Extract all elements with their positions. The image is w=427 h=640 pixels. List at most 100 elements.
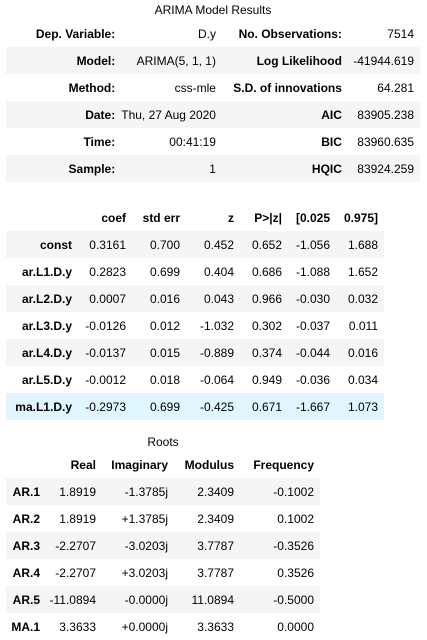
row-label: const — [39, 237, 72, 252]
table-cell: -0.3526 — [273, 538, 314, 553]
summary-label: S.D. of innovations — [233, 80, 342, 95]
table-cell: -0.0126 — [85, 318, 126, 333]
table-row: ar.L2.D.y 0.0007 0.016 0.043 0.966 -0.03… — [6, 285, 384, 312]
table-cell: 1.8919 — [59, 484, 96, 499]
table-cell: 1.073 — [347, 399, 378, 414]
summary-row: Sample: 1 HQIC 83924.259 — [6, 155, 420, 182]
summary-row: Method: css-mle S.D. of innovations 64.2… — [6, 74, 420, 101]
summary-value: 7514 — [387, 26, 414, 41]
table-cell: 0.686 — [251, 264, 282, 279]
table-cell: 2.3409 — [197, 511, 234, 526]
table-row-highlighted: ma.L1.D.y -0.2973 0.699 -0.425 0.671 -1.… — [6, 393, 384, 420]
summary-label: Sample: — [68, 161, 116, 176]
table-cell: 0.949 — [251, 372, 282, 387]
table-cell: 0.016 — [149, 291, 180, 306]
table-cell: 1.652 — [347, 264, 378, 279]
summary-label: Date: — [85, 107, 116, 122]
table-cell: -1.667 — [295, 399, 330, 414]
roots-table: Real Imaginary Modulus Frequency AR.1 1.… — [6, 452, 320, 640]
summary-value: Thu, 27 Aug 2020 — [121, 107, 216, 122]
summary-label: BIC — [321, 134, 342, 149]
table-row: MA.1 3.3633 +0.0000j 3.3633 0.0000 — [6, 613, 320, 640]
row-label: AR.3 — [12, 538, 40, 553]
table-cell: 0.011 — [348, 318, 378, 333]
table-cell: 0.671 — [251, 399, 282, 414]
table-cell: -2.2707 — [55, 565, 96, 580]
table-cell: 0.016 — [347, 345, 378, 360]
table-row: ar.L1.D.y 0.2823 0.699 0.404 0.686 -1.08… — [6, 258, 384, 285]
summary-label: Time: — [83, 134, 116, 149]
row-label: MA.1 — [11, 619, 40, 634]
summary-caption: ARIMA Model Results — [154, 3, 272, 17]
column-header-ci-high: 0.975] — [343, 211, 378, 225]
table-cell: -0.030 — [295, 291, 330, 306]
table-cell: 0.015 — [149, 345, 180, 360]
table-cell: 0.404 — [203, 264, 234, 279]
table-cell: 0.699 — [149, 399, 180, 414]
summary-value: 00:41:19 — [169, 134, 216, 149]
roots-caption: Roots — [147, 435, 179, 449]
summary-label: Dep. Variable: — [35, 26, 116, 41]
column-header-ci-low: [0.025 — [295, 211, 330, 225]
table-cell: -1.056 — [295, 237, 330, 252]
summary-label: No. Observations: — [238, 26, 342, 41]
table-cell: 0.302 — [251, 318, 282, 333]
table-cell: -0.064 — [199, 372, 234, 387]
table-cell: 2.3409 — [197, 484, 234, 499]
summary-value: 64.281 — [377, 80, 414, 95]
table-cell: 0.032 — [347, 291, 378, 306]
column-header — [6, 452, 46, 478]
summary-row: Date: Thu, 27 Aug 2020 AIC 83905.238 — [6, 101, 420, 128]
row-label: ar.L2.D.y — [21, 291, 72, 306]
table-cell: -3.0203j — [124, 538, 168, 553]
table-cell: -0.1002 — [273, 484, 314, 499]
table-row: AR.1 1.8919 -1.3785j 2.3409 -0.1002 — [6, 478, 320, 505]
table-cell: 0.652 — [251, 237, 282, 252]
table-cell: -0.0000j — [124, 592, 168, 607]
row-label: ar.L1.D.y — [21, 264, 72, 279]
summary-row: Model: ARIMA(5, 1, 1) Log Likelihood -41… — [6, 47, 420, 74]
column-header-coef: coef — [101, 211, 126, 225]
roots-header-row: Real Imaginary Modulus Frequency — [6, 452, 320, 478]
table-cell: 1.688 — [347, 237, 378, 252]
summary-row: Dep. Variable: D.y No. Observations: 751… — [6, 20, 420, 47]
table-row: ar.L3.D.y -0.0126 0.012 -1.032 0.302 -0.… — [6, 312, 384, 339]
summary-value: 1 — [209, 161, 216, 176]
table-cell: +3.0203j — [121, 565, 168, 580]
table-cell: -1.088 — [295, 264, 330, 279]
table-cell: -11.0894 — [49, 592, 96, 607]
row-label: AR.2 — [12, 511, 40, 526]
table-cell: 11.0894 — [191, 592, 235, 607]
table-cell: 0.1002 — [277, 511, 314, 526]
table-cell: -0.425 — [199, 399, 234, 414]
column-header-frequency: Frequency — [253, 458, 314, 472]
table-cell: 0.699 — [149, 264, 180, 279]
table-cell: 0.452 — [203, 237, 234, 252]
table-cell: 0.043 — [203, 291, 234, 306]
table-row: ar.L4.D.y -0.0137 0.015 -0.889 0.374 -0.… — [6, 339, 384, 366]
summary-value: 83905.238 — [357, 107, 414, 122]
table-cell: 0.374 — [251, 345, 282, 360]
summary-value: D.y — [197, 26, 216, 41]
table-cell: 1.8919 — [59, 511, 96, 526]
summary-value: css-mle — [174, 80, 216, 95]
table-cell: 3.7787 — [197, 565, 234, 580]
table-cell: -0.5000 — [273, 592, 314, 607]
table-row: ar.L5.D.y -0.0012 0.018 -0.064 0.949 -0.… — [6, 366, 384, 393]
table-cell: 0.3161 — [89, 237, 126, 252]
summary-label: Method: — [68, 80, 116, 95]
summary-value: ARIMA(5, 1, 1) — [136, 53, 216, 68]
column-header-modulus: Modulus — [184, 458, 234, 472]
row-label: AR.4 — [12, 565, 40, 580]
table-cell: 0.966 — [251, 291, 282, 306]
table-row: AR.2 1.8919 +1.3785j 2.3409 0.1002 — [6, 505, 320, 532]
table-cell: +1.3785j — [121, 511, 168, 526]
row-label: AR.5 — [12, 592, 40, 607]
table-cell: 0.0000 — [277, 619, 314, 634]
summary-label: AIC — [321, 107, 342, 122]
summary-label: HQIC — [311, 161, 342, 176]
table-cell: 0.034 — [347, 372, 378, 387]
column-header-real: Real — [70, 458, 96, 472]
coefficient-header-row: coef std err z P>|z| [0.025 0.975] — [6, 205, 384, 231]
